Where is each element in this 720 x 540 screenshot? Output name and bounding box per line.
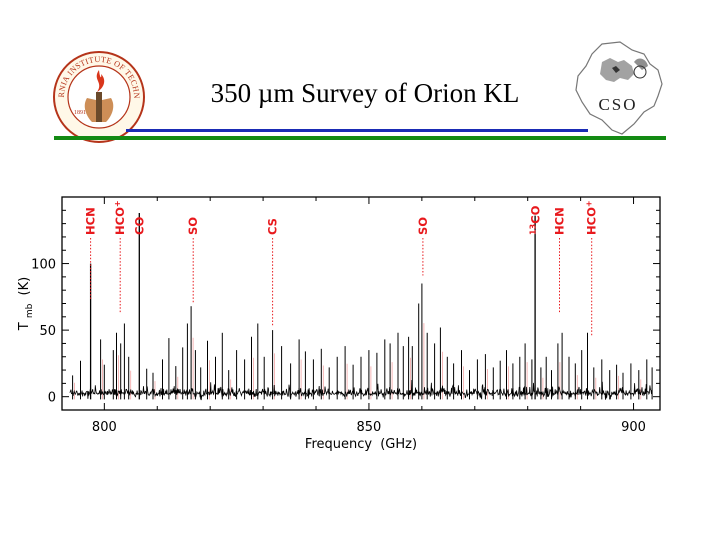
x-axis-ticks: 800 850 900 (92, 197, 646, 435)
y-tick-label: 100 (31, 258, 56, 273)
x-tick-label: 800 (92, 420, 117, 435)
cso-text: CSO (598, 95, 637, 114)
y-axis-ticks: 0 50 100 (31, 209, 660, 406)
spectral-peaks (72, 213, 653, 400)
annotation-label: HCO+ (585, 200, 599, 235)
torch-flame (96, 70, 105, 92)
annotation-label: SO (186, 217, 200, 235)
x-tick-label: 850 (357, 420, 382, 435)
x-axis-label-name: Frequency (305, 437, 372, 452)
annotation-label: SO (416, 217, 430, 235)
x-axis-label-unit: (GHz) (380, 437, 417, 452)
annotation-label: HCN (84, 207, 98, 235)
y-axis-label-name: T (17, 322, 32, 331)
seal-year: 1891 (74, 110, 86, 116)
annotation-label: 13CO (529, 205, 543, 235)
ghost-spectrum-layer (74, 323, 642, 400)
caltech-seal-logo: CALIFORNIA INSTITUTE OF TECHNOLOGY 1891 (52, 50, 145, 143)
y-tick-label: 50 (39, 324, 56, 339)
title-underline-blue (126, 129, 588, 132)
slide-title: 350 µm Survey of Orion KL (210, 78, 520, 108)
y-tick-label: 0 (48, 391, 56, 406)
y-axis-label: T mb (K) (17, 277, 36, 331)
line-annotations: HCN HCO+ CO SO CS SO 13CO HCN HCO+ (84, 200, 599, 337)
y-axis-label-sub: mb (25, 303, 35, 318)
annotation-label: HCO+ (113, 200, 127, 235)
annotation-label: HCN (553, 207, 567, 235)
annotation-label: CO (132, 217, 146, 235)
header-rule-green (54, 136, 666, 140)
annotation-label: CS (266, 218, 280, 235)
y-axis-label-unit: (K) (17, 277, 32, 296)
x-tick-label: 900 (621, 420, 646, 435)
cso-logo: CSO (575, 41, 663, 135)
x-axis-label: Frequency (GHz) (305, 437, 417, 452)
